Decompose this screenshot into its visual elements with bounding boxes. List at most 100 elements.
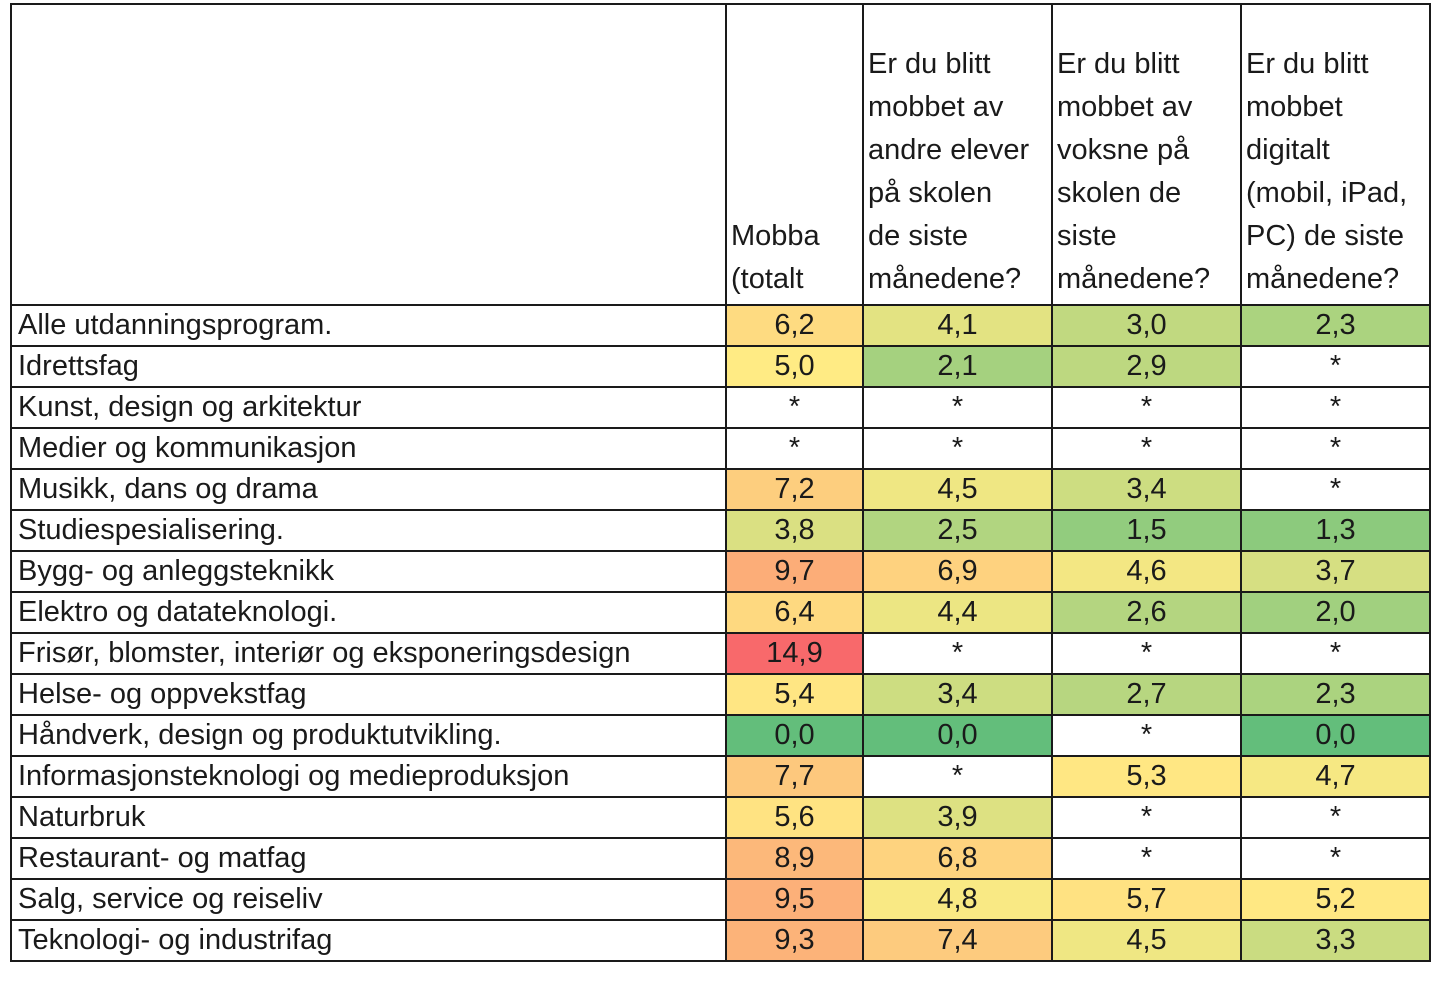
value-cell: 5,7 xyxy=(1051,878,1242,921)
value-cell: * xyxy=(1240,796,1431,839)
table-row: Medier og kommunikasjon * * * * xyxy=(10,427,1431,470)
value-cell: 14,9 xyxy=(725,632,864,675)
value-cell: 5,3 xyxy=(1051,755,1242,798)
value-cell: 3,7 xyxy=(1240,550,1431,593)
value-cell: * xyxy=(1051,837,1242,880)
table-row: Teknologi- og industrifag 9,3 7,4 4,5 3,3 xyxy=(10,919,1431,962)
header-mobbet-av-voksne: Er du blitt mobbet av voksne på skolen d… xyxy=(1051,3,1242,306)
row-label: Frisør, blomster, interiør og eksponerin… xyxy=(10,632,727,675)
value-cell: 3,0 xyxy=(1051,304,1242,347)
value-cell: 0,0 xyxy=(862,714,1053,757)
value-cell: 4,8 xyxy=(862,878,1053,921)
header-mobbet-av-elever: Er du blitt mobbet av andre elever på sk… xyxy=(862,3,1053,306)
value-cell: 5,2 xyxy=(1240,878,1431,921)
value-cell: 8,9 xyxy=(725,837,864,880)
row-label: Elektro og datateknologi. xyxy=(10,591,727,634)
value-cell: 3,4 xyxy=(862,673,1053,716)
value-cell: * xyxy=(1051,714,1242,757)
value-cell: 2,7 xyxy=(1051,673,1242,716)
table-row: Salg, service og reiseliv 9,5 4,8 5,7 5,2 xyxy=(10,878,1431,921)
value-cell: * xyxy=(862,386,1053,429)
value-cell: * xyxy=(1240,468,1431,511)
value-cell: * xyxy=(1240,837,1431,880)
value-cell: 6,8 xyxy=(862,837,1053,880)
table-row: Alle utdanningsprogram. 6,2 4,1 3,0 2,3 xyxy=(10,304,1431,347)
row-label: Musikk, dans og drama xyxy=(10,468,727,511)
value-cell: 9,3 xyxy=(725,919,864,962)
row-label: Studiespesialisering. xyxy=(10,509,727,552)
row-label: Teknologi- og industrifag xyxy=(10,919,727,962)
value-cell: 4,6 xyxy=(1051,550,1242,593)
value-cell: 6,4 xyxy=(725,591,864,634)
value-cell: * xyxy=(1051,796,1242,839)
value-cell: * xyxy=(725,427,864,470)
row-label: Naturbruk xyxy=(10,796,727,839)
table-row: Bygg- og anleggsteknikk 9,7 6,9 4,6 3,7 xyxy=(10,550,1431,593)
value-cell: 7,7 xyxy=(725,755,864,798)
row-label: Idrettsfag xyxy=(10,345,727,388)
row-label: Kunst, design og arkitektur xyxy=(10,386,727,429)
value-cell: 6,2 xyxy=(725,304,864,347)
value-cell: 2,9 xyxy=(1051,345,1242,388)
value-cell: 5,4 xyxy=(725,673,864,716)
value-cell: 2,6 xyxy=(1051,591,1242,634)
value-cell: 4,4 xyxy=(862,591,1053,634)
table-row: Håndverk, design og produktutvikling. 0,0… xyxy=(10,714,1431,757)
value-cell: 2,5 xyxy=(862,509,1053,552)
header-blank xyxy=(10,3,727,306)
value-cell: * xyxy=(1240,427,1431,470)
value-cell: 2,3 xyxy=(1240,673,1431,716)
value-cell: 3,3 xyxy=(1240,919,1431,962)
row-label: Alle utdanningsprogram. xyxy=(10,304,727,347)
header-mobba-totalt: Mobba (totalt xyxy=(725,3,864,306)
table-row: Kunst, design og arkitektur * * * * xyxy=(10,386,1431,429)
value-cell: 7,4 xyxy=(862,919,1053,962)
value-cell: 4,1 xyxy=(862,304,1053,347)
value-cell: 1,5 xyxy=(1051,509,1242,552)
value-cell: 6,9 xyxy=(862,550,1053,593)
table-row: Informasjonsteknologi og medieproduksjon… xyxy=(10,755,1431,798)
value-cell: * xyxy=(1051,632,1242,675)
value-cell: 4,5 xyxy=(1051,919,1242,962)
header-row: Mobba (totalt Er du blitt mobbet av andr… xyxy=(10,3,1431,306)
value-cell: 9,5 xyxy=(725,878,864,921)
value-cell: 3,8 xyxy=(725,509,864,552)
row-label: Bygg- og anleggsteknikk xyxy=(10,550,727,593)
table-row: Studiespesialisering. 3,8 2,5 1,5 1,3 xyxy=(10,509,1431,552)
value-cell: * xyxy=(1051,427,1242,470)
table-row: Restaurant- og matfag 8,9 6,8 * * xyxy=(10,837,1431,880)
table-row: Musikk, dans og drama 7,2 4,5 3,4 * xyxy=(10,468,1431,511)
table-body: Alle utdanningsprogram. 6,2 4,1 3,0 2,3 Idret… xyxy=(10,304,1431,962)
value-cell: * xyxy=(862,632,1053,675)
value-cell: * xyxy=(725,386,864,429)
value-cell: * xyxy=(1240,345,1431,388)
row-label: Håndverk, design og produktutvikling. xyxy=(10,714,727,757)
value-cell: 2,1 xyxy=(862,345,1053,388)
value-cell: 0,0 xyxy=(1240,714,1431,757)
row-label: Salg, service og reiseliv xyxy=(10,878,727,921)
value-cell: 2,0 xyxy=(1240,591,1431,634)
value-cell: 9,7 xyxy=(725,550,864,593)
value-cell: * xyxy=(862,755,1053,798)
value-cell: 5,6 xyxy=(725,796,864,839)
value-cell: 3,4 xyxy=(1051,468,1242,511)
table-row: Frisør, blomster, interiør og eksponerin… xyxy=(10,632,1431,675)
data-table: Mobba (totalt Er du blitt mobbet av andr… xyxy=(10,3,1431,962)
value-cell: 3,9 xyxy=(862,796,1053,839)
value-cell: * xyxy=(862,427,1053,470)
value-cell: 4,5 xyxy=(862,468,1053,511)
value-cell: 4,7 xyxy=(1240,755,1431,798)
header-mobbet-digitalt: Er du blitt mobbet digitalt (mobil, iPad… xyxy=(1240,3,1431,306)
table-row: Naturbruk 5,6 3,9 * * xyxy=(10,796,1431,839)
value-cell: 1,3 xyxy=(1240,509,1431,552)
value-cell: 2,3 xyxy=(1240,304,1431,347)
table-row: Elektro og datateknologi. 6,4 4,4 2,6 2,0 xyxy=(10,591,1431,634)
row-label: Informasjonsteknologi og medieproduksjon xyxy=(10,755,727,798)
value-cell: 7,2 xyxy=(725,468,864,511)
table-row: Idrettsfag 5,0 2,1 2,9 * xyxy=(10,345,1431,388)
value-cell: * xyxy=(1051,386,1242,429)
table-row: Helse- og oppvekstfag 5,4 3,4 2,7 2,3 xyxy=(10,673,1431,716)
value-cell: 0,0 xyxy=(725,714,864,757)
row-label: Restaurant- og matfag xyxy=(10,837,727,880)
value-cell: * xyxy=(1240,386,1431,429)
